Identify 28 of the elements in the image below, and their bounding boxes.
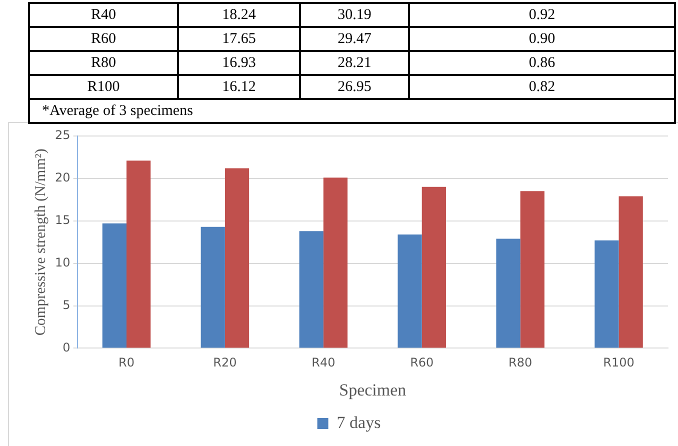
bar — [299, 231, 324, 348]
x-tick-label: R40 — [312, 356, 336, 370]
bar — [323, 178, 348, 348]
legend-label: 7 days — [336, 412, 381, 432]
bar — [618, 196, 643, 348]
bar — [594, 240, 619, 348]
y-tick-label: 25 — [54, 128, 70, 142]
bar — [422, 186, 446, 348]
bar — [200, 226, 225, 348]
x-tick-label: R80 — [508, 356, 532, 370]
bar — [398, 234, 422, 348]
x-tick-label: R20 — [213, 356, 237, 370]
x-tick-label: R0 — [118, 356, 134, 370]
y-tick-label: 0 — [62, 340, 70, 354]
bar — [224, 168, 250, 348]
y-tick-label: 10 — [54, 255, 70, 270]
y-tick-label: 20 — [54, 170, 70, 185]
x-tick-label: R100 — [603, 356, 634, 370]
y-tick-label: 5 — [62, 298, 70, 312]
value-table: R40 18.24 30.19 0.92 R60 17.65 29.47 0.90 R80 16.93 28.21 0.86 R100 16.12 26.95 0.82 *Average of 3 specimens — [28, 2, 676, 124]
y-tick-label: 15 — [54, 213, 70, 228]
y-axis-title: Compressive strength (N/mm²) — [32, 148, 49, 336]
bar — [102, 223, 126, 348]
x-axis-title: Specimen — [339, 380, 407, 400]
bar — [126, 160, 151, 348]
x-tick-label: R60 — [410, 356, 434, 370]
bar — [496, 238, 520, 348]
bar — [520, 191, 544, 348]
